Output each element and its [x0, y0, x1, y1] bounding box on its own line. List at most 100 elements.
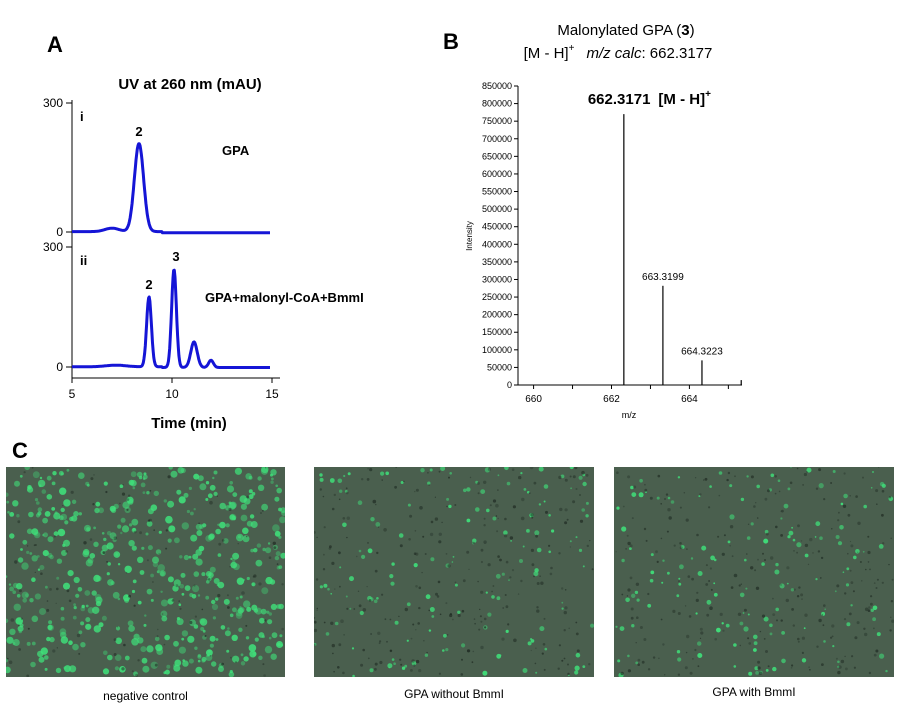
chart-b-y-tick-label: 400000 — [482, 239, 512, 249]
cell-shadow — [410, 637, 413, 640]
cell-dot — [223, 538, 229, 544]
cell-shadow — [207, 578, 211, 581]
cell-shadow — [268, 556, 272, 559]
cell-shadow — [576, 649, 580, 653]
cell-shadow — [652, 656, 656, 659]
cell-shadow — [627, 588, 631, 592]
cell-dot — [429, 468, 433, 472]
cell-shadow — [763, 638, 766, 640]
cell-shadow — [875, 489, 879, 493]
cell-dot — [22, 539, 28, 545]
cell-dot — [39, 476, 43, 480]
cell-dot — [790, 467, 792, 468]
cell-dot — [31, 641, 36, 646]
cell-dot — [129, 523, 133, 527]
cell-dot — [200, 627, 205, 631]
cell-dot — [209, 635, 216, 642]
cell-shadow — [460, 673, 464, 676]
cell-shadow — [193, 584, 196, 587]
cell-shadow — [850, 581, 854, 584]
cell-dot — [17, 557, 24, 563]
cell-dot — [113, 551, 121, 558]
cell-shadow — [272, 541, 276, 545]
cell-shadow — [664, 498, 666, 500]
cell-shadow — [113, 536, 118, 540]
cell-dot — [582, 565, 585, 568]
cell-dot — [519, 559, 523, 563]
cell-shadow — [323, 621, 326, 624]
cell-shadow — [843, 618, 847, 621]
cell-shadow — [480, 620, 483, 623]
cell-shadow — [342, 671, 345, 675]
cell-shadow — [706, 613, 710, 617]
cell-dot — [713, 582, 716, 585]
cell-shadow — [891, 578, 894, 581]
cell-shadow — [629, 544, 633, 548]
caption-gpa-without-bmmi: GPA without BmmI — [404, 687, 504, 701]
cell-shadow — [480, 645, 484, 650]
cell-shadow — [572, 500, 576, 504]
cell-shadow — [629, 576, 633, 580]
cell-shadow — [517, 593, 520, 595]
cell-shadow — [727, 471, 731, 475]
chart-b-y-tick-label: 100000 — [482, 345, 512, 355]
cell-shadow — [66, 589, 70, 593]
cell-dot — [389, 574, 394, 579]
cell-shadow — [415, 488, 419, 492]
cell-dot — [832, 645, 835, 648]
cell-shadow — [685, 518, 689, 522]
cell-dot — [146, 588, 153, 595]
cell-shadow — [361, 478, 364, 481]
cell-dot — [227, 627, 230, 630]
cell-dot — [716, 627, 721, 633]
cell-shadow — [689, 671, 693, 675]
cell-dot — [197, 594, 201, 597]
cell-dot — [193, 571, 200, 577]
cell-shadow — [156, 635, 159, 638]
cell-shadow — [684, 666, 688, 670]
cell-shadow — [331, 507, 335, 511]
cell-shadow — [780, 510, 782, 512]
cell-shadow — [882, 542, 885, 545]
cell-shadow — [504, 517, 507, 521]
cell-dot — [94, 507, 100, 514]
cell-shadow — [65, 550, 68, 553]
cell-dot — [393, 662, 396, 665]
cell-shadow — [857, 521, 861, 525]
cell-dot — [753, 634, 758, 640]
cell-dot — [765, 669, 769, 672]
cell-dot — [548, 550, 551, 554]
cell-dot — [442, 649, 445, 652]
cell-shadow — [778, 490, 781, 493]
cell-shadow — [798, 586, 801, 589]
cell-shadow — [845, 667, 848, 671]
cell-shadow — [837, 519, 840, 522]
cell-shadow — [750, 566, 754, 570]
chart-a-x-label: Time (min) — [151, 415, 227, 432]
cell-dot — [344, 490, 348, 493]
cell-dot — [39, 608, 46, 615]
cell-shadow — [729, 544, 731, 547]
cell-shadow — [791, 608, 794, 611]
cell-shadow — [194, 615, 197, 618]
cell-shadow — [564, 589, 567, 591]
cell-shadow — [536, 609, 540, 613]
cell-shadow — [356, 555, 358, 558]
cell-shadow — [683, 492, 685, 494]
cell-dot — [103, 537, 107, 542]
cell-shadow — [569, 546, 571, 548]
cell-shadow — [424, 553, 427, 555]
cell-dot — [359, 610, 364, 616]
cell-dot — [744, 558, 747, 562]
cell-shadow — [862, 476, 864, 479]
cell-shadow — [237, 543, 239, 545]
cell-shadow — [520, 516, 525, 521]
cell-dot — [84, 590, 91, 596]
cell-dot — [182, 660, 189, 667]
cell-shadow — [421, 571, 423, 574]
cell-dot — [115, 637, 122, 645]
cell-shadow — [89, 538, 93, 541]
cell-dot — [475, 507, 480, 512]
cell-dot — [763, 538, 769, 544]
cell-shadow — [870, 602, 873, 606]
